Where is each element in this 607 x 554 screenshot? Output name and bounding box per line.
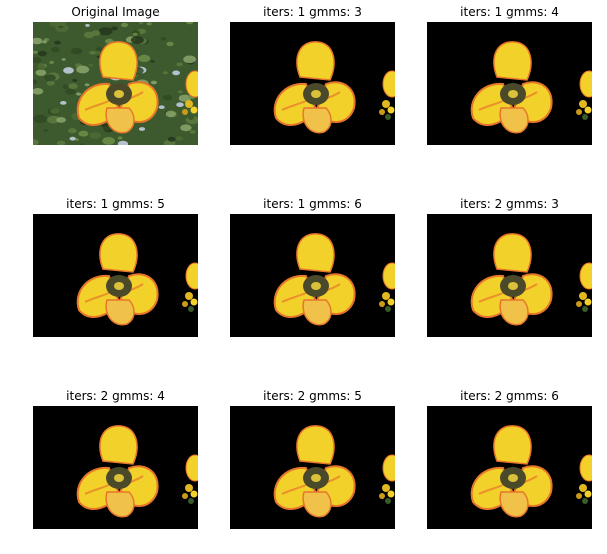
panel-title: iters: 1 gmms: 5 — [66, 197, 165, 211]
segmented-image — [230, 406, 395, 529]
segmented-image — [427, 214, 592, 337]
segmented-image — [33, 406, 198, 529]
panel-title: iters: 2 gmms: 6 — [460, 389, 559, 403]
segmented-image — [230, 22, 395, 145]
original-image — [33, 22, 198, 145]
panel-title: iters: 1 gmms: 3 — [263, 5, 362, 19]
panel-title: iters: 1 gmms: 4 — [460, 5, 559, 19]
panel-title: iters: 1 gmms: 6 — [263, 197, 362, 211]
panel-title: iters: 2 gmms: 3 — [460, 197, 559, 211]
segmented-image — [230, 214, 395, 337]
panel-title: Original Image — [71, 5, 160, 19]
panel-title: iters: 2 gmms: 5 — [263, 389, 362, 403]
panel-title: iters: 2 gmms: 4 — [66, 389, 165, 403]
segmented-image — [427, 406, 592, 529]
segmented-image — [33, 214, 198, 337]
segmented-image — [427, 22, 592, 145]
